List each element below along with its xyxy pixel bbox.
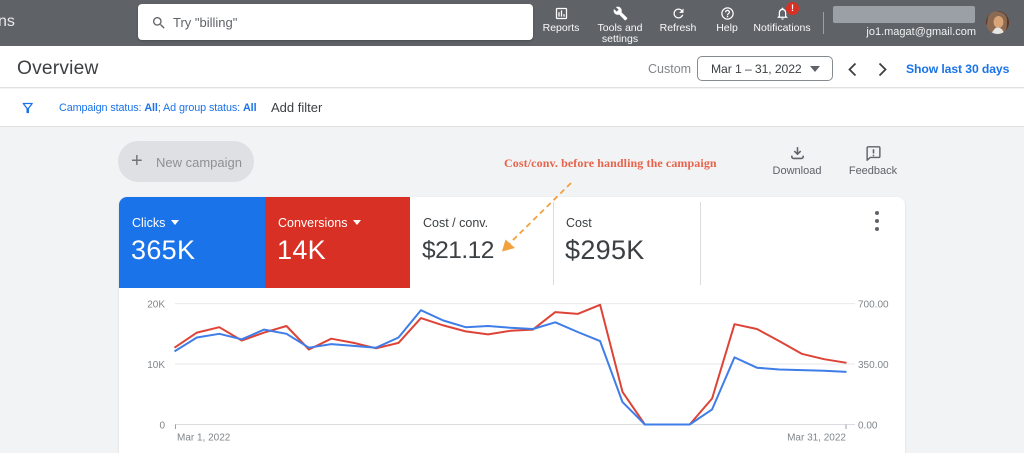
svg-text:Mar 1, 2022: Mar 1, 2022 (177, 433, 231, 444)
svg-text:10K: 10K (147, 360, 165, 371)
svg-text:700.00: 700.00 (858, 300, 889, 311)
svg-text:Mar 31, 2022: Mar 31, 2022 (787, 433, 846, 444)
svg-text:0.00: 0.00 (858, 421, 878, 432)
svg-text:350.00: 350.00 (858, 360, 889, 371)
svg-text:0: 0 (159, 421, 165, 432)
svg-text:20K: 20K (147, 300, 165, 311)
